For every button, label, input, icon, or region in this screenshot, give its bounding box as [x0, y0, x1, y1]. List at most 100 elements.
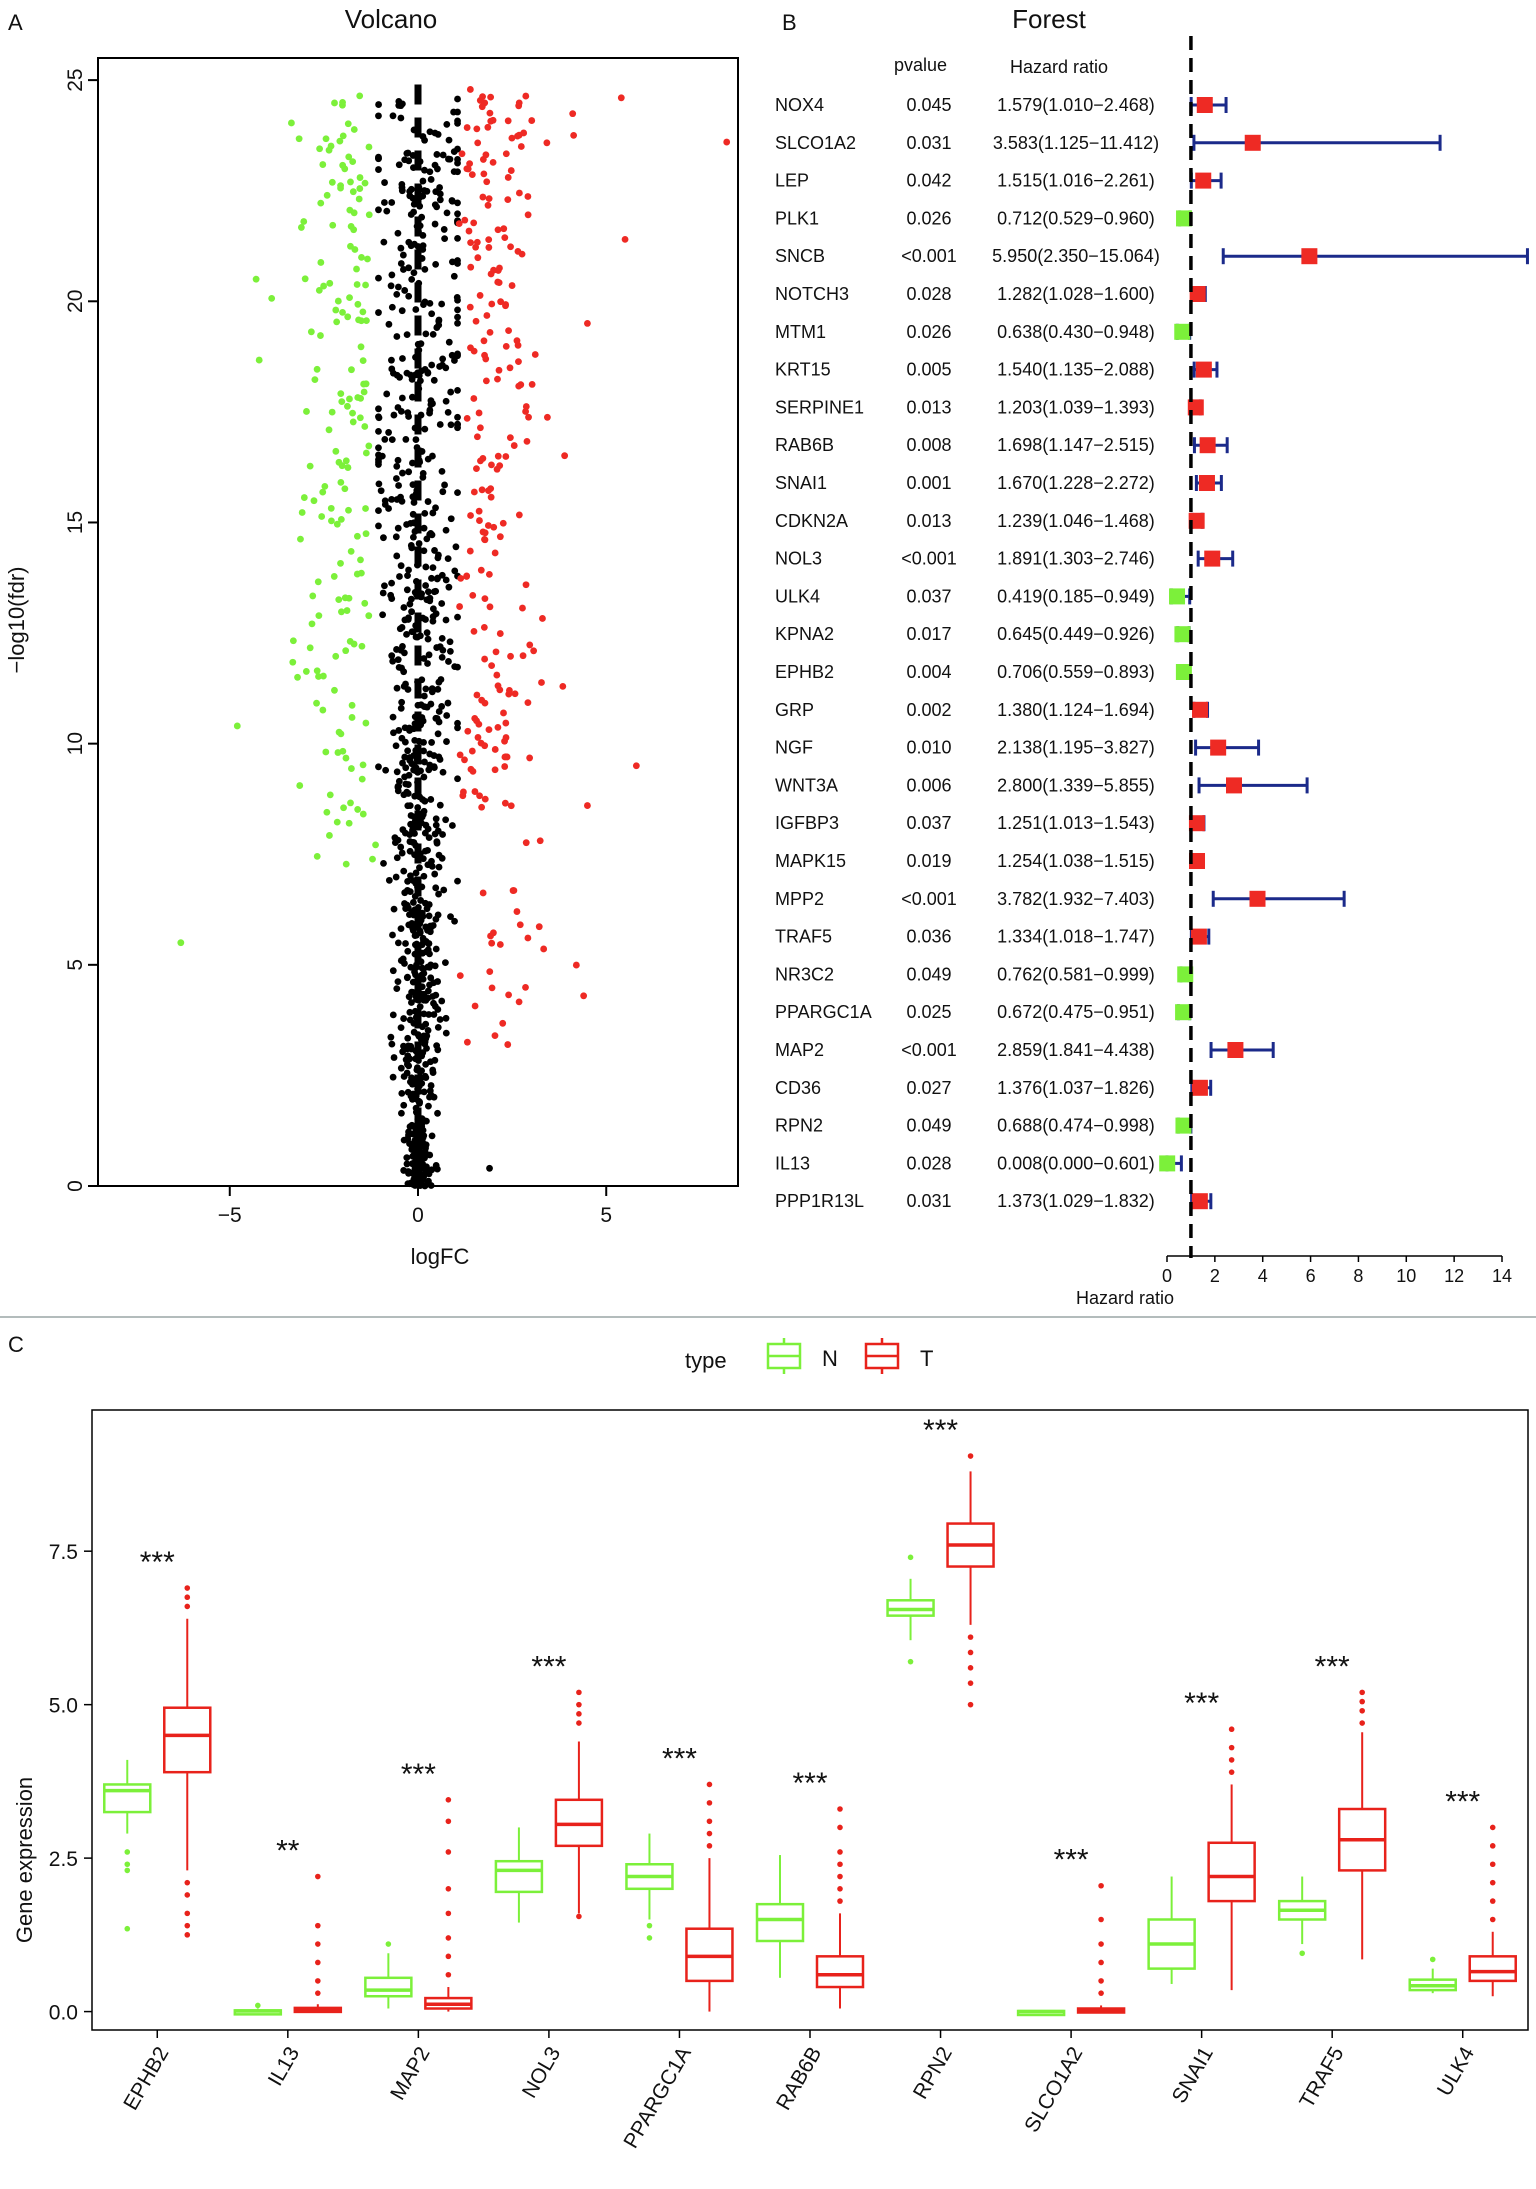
- volcano-point: [326, 279, 334, 287]
- volcano-point: [543, 413, 551, 421]
- volcano-point: [444, 408, 452, 416]
- box-outlier: [1098, 1959, 1104, 1966]
- volcano-point: [434, 165, 441, 173]
- forest-gene-label: IL13: [775, 1153, 810, 1173]
- volcano-point: [538, 679, 545, 686]
- volcano-point: [501, 763, 509, 770]
- volcano-point: [496, 630, 504, 637]
- volcano-point: [337, 515, 345, 523]
- volcano-point: [467, 512, 474, 519]
- volcano-point: [399, 826, 407, 834]
- box-outlier: [184, 1922, 191, 1929]
- volcano-point: [375, 112, 382, 120]
- volcano-point: [497, 298, 505, 306]
- volcano-point: [428, 688, 436, 696]
- volcano-point: [723, 138, 731, 146]
- panel-letter-b: B: [782, 10, 797, 35]
- box-outlier: [1359, 1720, 1365, 1726]
- volcano-point: [422, 923, 430, 931]
- volcano-point: [407, 542, 415, 549]
- box-t: [685, 1781, 734, 2012]
- volcano-point: [415, 737, 423, 745]
- box-outlier: [124, 1849, 131, 1855]
- boxplot-ylabel: Gene expression: [12, 1777, 37, 1943]
- boxplot-axes: 0.0 2.5 5.0 7.5 EPHB2 IL13 MAP2 NOL3 PPARGC1A RAB…: [49, 1409, 1529, 2152]
- volcano-point: [432, 587, 440, 595]
- volcano-point: [447, 913, 454, 921]
- volcano-point: [404, 781, 412, 788]
- volcano-point: [349, 409, 356, 417]
- volcano-point: [481, 742, 489, 750]
- volcano-point: [438, 361, 446, 369]
- volcano-point: [350, 640, 358, 648]
- boxplot-xtick-label: IL13: [264, 2043, 304, 2090]
- volcano-point: [349, 418, 357, 426]
- volcano-point: [476, 792, 483, 800]
- volcano-point: [390, 411, 398, 419]
- volcano-point: [404, 1034, 412, 1042]
- volcano-point: [375, 155, 382, 163]
- volcano-point: [358, 642, 366, 650]
- volcano-point: [496, 533, 504, 541]
- volcano-point: [431, 201, 439, 209]
- forest-hr-marker: [1175, 664, 1192, 680]
- forest-hr-text: 2.800(1.339−5.855): [997, 775, 1155, 795]
- volcano-point: [414, 804, 422, 811]
- volcano-point: [495, 366, 503, 374]
- forest-pvalue: 0.002: [906, 700, 951, 720]
- box-outlier: [967, 1680, 974, 1686]
- volcano-point: [424, 1178, 432, 1186]
- volcano-point: [470, 395, 478, 402]
- volcano-point: [350, 126, 358, 133]
- box-outlier: [184, 1879, 191, 1886]
- volcano-point: [399, 759, 406, 767]
- volcano-point: [502, 734, 510, 741]
- forest-hr-text: 0.008(0.000−0.601): [997, 1153, 1155, 1173]
- gene-group: ***: [364, 1758, 473, 2012]
- forest-row: PPARGC1A 0.025 0.672(0.475−0.951): [775, 1002, 1192, 1022]
- box-outlier: [315, 1978, 321, 1984]
- volcano-point: [417, 367, 425, 375]
- forest-pvalue: 0.019: [906, 851, 951, 871]
- volcano-point: [472, 317, 480, 325]
- volcano-point: [431, 1056, 439, 1064]
- volcano-point: [404, 149, 412, 157]
- volcano-point: [420, 692, 428, 700]
- box-outlier: [1489, 1824, 1496, 1831]
- volcano-point: [543, 139, 551, 147]
- forest-row: EPHB2 0.004 0.706(0.559−0.893): [775, 662, 1192, 682]
- forest-row: MPP2 <0.001 3.782(1.932−7.403): [775, 889, 1346, 909]
- volcano-point: [456, 603, 463, 610]
- volcano-point: [424, 660, 431, 667]
- volcano-point: [436, 421, 444, 428]
- volcano-point: [508, 282, 516, 289]
- volcano-point: [379, 589, 387, 597]
- volcano-point: [453, 293, 461, 301]
- volcano-point: [391, 834, 399, 842]
- volcano-point: [177, 939, 185, 947]
- box-outlier: [315, 1873, 321, 1880]
- volcano-point: [404, 1168, 412, 1175]
- volcano-point: [466, 303, 474, 311]
- box-outlier: [1228, 1769, 1235, 1775]
- gene-group: ***: [625, 1742, 734, 2012]
- significance-label: ***: [1445, 1785, 1480, 1818]
- volcano-point: [632, 762, 640, 770]
- volcano-point: [491, 549, 499, 557]
- forest-hr-text: 3.583(1.125−11.412): [993, 133, 1159, 153]
- volcano-point: [486, 328, 494, 336]
- volcano-point: [319, 672, 327, 680]
- volcano-point: [424, 846, 431, 854]
- volcano-point: [317, 332, 324, 339]
- volcano-point: [404, 616, 412, 623]
- volcano-point: [479, 193, 487, 201]
- forest-hr-text: 0.638(0.430−0.948): [997, 322, 1155, 342]
- forest-axis: 0 2 4 6 8 10 12 14: [1162, 36, 1512, 1286]
- volcano-point: [410, 269, 418, 277]
- forest-xtick-label: 2: [1210, 1266, 1220, 1286]
- volcano-point: [425, 1102, 432, 1110]
- volcano-point: [434, 730, 442, 738]
- volcano-point: [436, 801, 444, 809]
- volcano-point: [408, 999, 415, 1006]
- volcano-point: [423, 703, 431, 711]
